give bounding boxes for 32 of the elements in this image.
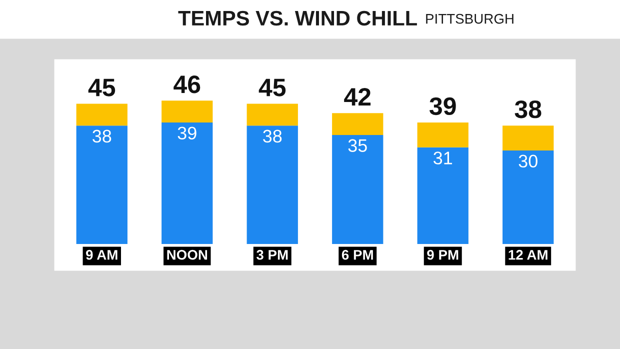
total-label: 45 [258,78,286,96]
x-tick-label: 12 AM [508,250,548,260]
bar [246,104,298,126]
data-label: 39 [178,126,196,140]
bar [417,122,468,148]
data-label: 31 [434,152,452,164]
chart-title: TEMPS VS. WIND CHILL [178,10,417,26]
data-label: 35 [348,139,367,152]
chart-subtitle: PITTSBURGH [426,14,514,24]
total-label: 46 [174,76,200,94]
total-label: 45 [88,78,116,96]
total-label: 39 [430,97,456,116]
x-tick-label: NOON [167,250,208,260]
bar [162,122,213,244]
total-label: 42 [344,88,371,106]
bar [246,126,298,244]
total-label: 38 [514,100,542,118]
data-label: 38 [92,130,112,143]
x-tick-label: 3 PM [256,250,288,260]
bar [162,100,213,122]
bar [332,113,384,135]
data-label: 30 [518,154,538,168]
x-tick-label: 6 PM [342,250,373,260]
bar [417,147,468,244]
bar [332,134,384,244]
data-label: 38 [263,130,282,143]
x-tick-label: 9 AM [86,250,118,260]
x-tick-label: 9 PM [427,250,458,260]
bar [76,126,128,244]
bar [502,126,554,151]
bar [502,150,554,244]
bar [76,104,128,126]
